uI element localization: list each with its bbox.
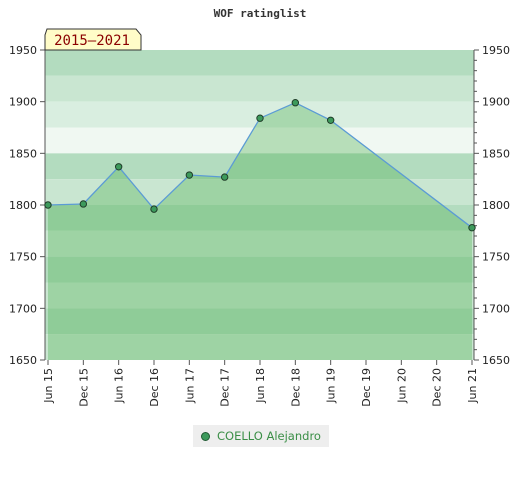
period-label: 2015–2021 — [54, 33, 130, 49]
data-point — [326, 116, 335, 124]
data-point — [291, 99, 300, 107]
y-tick-label-left: 1650 — [9, 354, 37, 367]
background-band — [45, 230, 474, 257]
x-tick-label: Jun 17 — [183, 368, 196, 404]
data-points — [44, 99, 476, 232]
data-point — [185, 171, 194, 179]
x-tick-label: Dec 16 — [148, 368, 161, 407]
background-band — [45, 179, 474, 205]
y-tick-label-right: 1750 — [482, 251, 510, 264]
y-tick-label-left: 1800 — [9, 199, 37, 212]
background-band — [45, 256, 474, 283]
period-badge: 2015–2021 — [44, 28, 142, 51]
x-tick-label: Dec 15 — [77, 368, 90, 407]
x-tick-label: Dec 20 — [431, 368, 444, 407]
y-tick-label-right: 1900 — [482, 96, 510, 109]
x-tick-label: Dec 18 — [289, 368, 302, 407]
y-tick-label-right: 1950 — [482, 44, 510, 57]
background-band — [45, 282, 474, 309]
background-band — [45, 334, 474, 360]
y-tick-label-left: 1900 — [9, 96, 37, 109]
y-tick-label-left: 1750 — [9, 251, 37, 264]
chart-title: WOF ratinglist — [214, 7, 307, 20]
x-tick-label: Jun 21 — [466, 368, 479, 404]
y-tick-label-left: 1950 — [9, 44, 37, 57]
y-tick-label-left: 1850 — [9, 147, 37, 160]
data-point — [150, 205, 158, 213]
x-tick-label: Dec 19 — [360, 368, 373, 407]
background-band — [45, 205, 474, 231]
x-tick-label: Jun 16 — [113, 368, 126, 404]
y-tick-label-right: 1850 — [482, 147, 510, 160]
data-point — [256, 114, 264, 122]
x-tick-label: Dec 17 — [219, 368, 232, 407]
x-tick-label: Jun 19 — [325, 368, 338, 404]
data-point — [79, 200, 88, 208]
background-band — [45, 127, 474, 154]
x-tick-label: Jun 20 — [395, 368, 408, 404]
x-tick-label: Jun 15 — [42, 368, 55, 404]
y-tick-label-right: 1800 — [482, 199, 510, 212]
rating-line — [47, 101, 473, 229]
background-band — [45, 50, 474, 76]
data-point — [220, 173, 229, 181]
chart-legend: COELLO Alejandro — [193, 425, 329, 447]
legend-series-name: COELLO Alejandro — [217, 429, 321, 443]
data-point — [114, 163, 123, 171]
y-tick-label-left: 1700 — [9, 302, 37, 315]
legend-marker-icon — [201, 431, 211, 441]
x-tick-label: Jun 18 — [254, 368, 267, 404]
background-band — [45, 75, 474, 102]
background-band — [45, 308, 474, 335]
data-point — [468, 224, 476, 232]
x-ticks: Jun 15 Dec 15 Jun 16 Dec 16 Jun 17 Dec 17 Jun … — [42, 360, 479, 407]
y-tick-label-right: 1700 — [482, 302, 510, 315]
rating-area — [48, 102, 472, 360]
data-point — [44, 201, 52, 209]
y-ticks: 1650 1650 1700 1700 1750 1750 1800 1800 1850 1850… — [9, 44, 510, 367]
y-tick-label-right: 1650 — [482, 354, 510, 367]
